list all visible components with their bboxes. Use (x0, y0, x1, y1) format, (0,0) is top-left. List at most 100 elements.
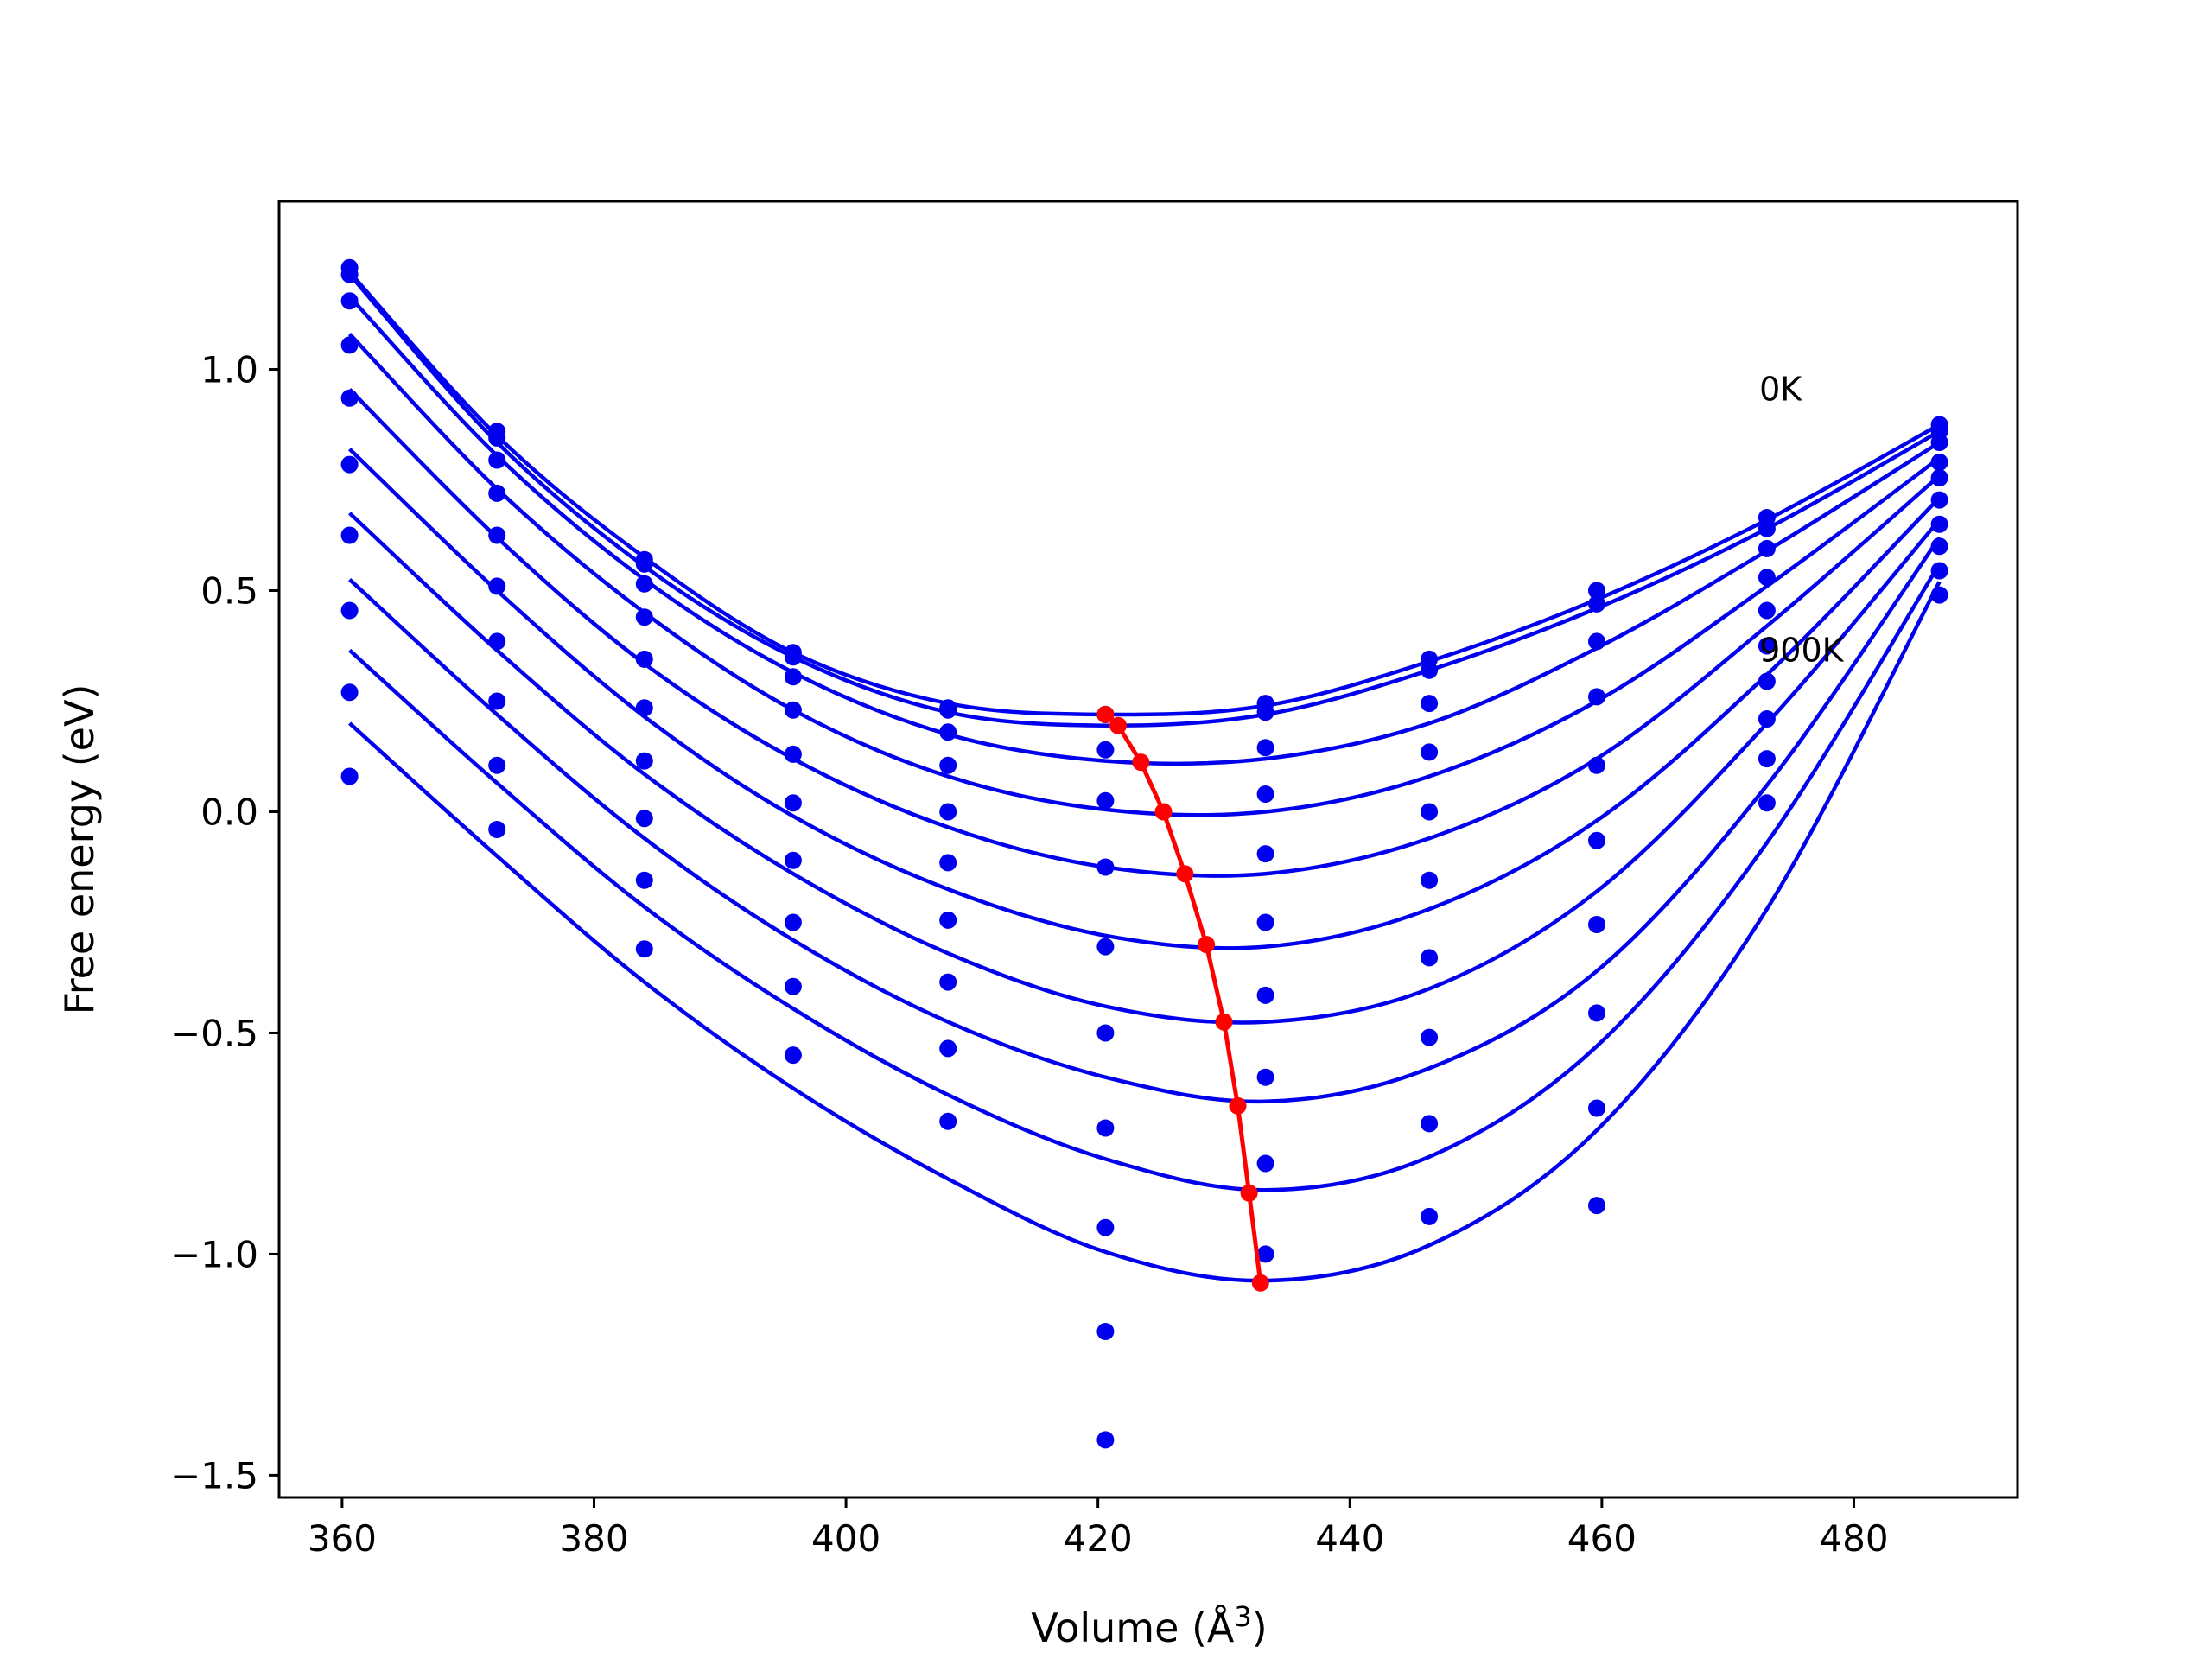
x-axis-title-text: Volume (Å (1031, 1605, 1235, 1651)
data-point (488, 821, 506, 838)
data-point (1588, 916, 1605, 933)
data-point (635, 940, 653, 958)
x-tick-label: 360 (308, 1517, 377, 1560)
data-point (784, 913, 802, 931)
data-point (1758, 539, 1776, 557)
data-point (635, 555, 653, 573)
x-tick-label: 400 (811, 1517, 880, 1560)
y-axis-title: Free energy (eV) (56, 684, 103, 1015)
data-point (1421, 949, 1439, 967)
data-point (340, 336, 359, 354)
y-tick-label: −0.5 (170, 1012, 258, 1054)
minimum-line (1103, 713, 1263, 1284)
data-point (340, 767, 359, 785)
data-point (939, 701, 957, 719)
data-point (1930, 434, 1948, 451)
minimum-point (1132, 753, 1150, 772)
data-point (340, 265, 359, 283)
data-point (784, 851, 802, 869)
data-point (1256, 913, 1274, 931)
fit-curve-5 (348, 448, 1942, 950)
data-point (1588, 582, 1605, 600)
data-point (1256, 1068, 1274, 1086)
data-point (635, 810, 653, 828)
data-point (340, 683, 359, 702)
data-point (488, 429, 506, 447)
data-point (1421, 743, 1439, 761)
minimum-point (1154, 803, 1173, 821)
data-points (340, 258, 1948, 1449)
x-tick-label: 380 (559, 1517, 628, 1560)
data-point (1421, 1115, 1439, 1133)
data-point (784, 745, 802, 763)
data-point (1758, 601, 1776, 620)
data-point (784, 648, 802, 666)
data-point (1256, 845, 1274, 863)
data-point (1096, 1119, 1115, 1137)
x-tick-label: 480 (1819, 1517, 1888, 1560)
data-point (1930, 537, 1948, 556)
x-tick-label: 440 (1315, 1517, 1384, 1560)
data-point (1256, 1245, 1274, 1263)
data-point (939, 1112, 957, 1130)
data-point (939, 973, 957, 991)
x-axis-title-superscript: 3 (1234, 1600, 1251, 1633)
data-point (488, 632, 506, 651)
data-point (1256, 1154, 1274, 1173)
data-point (635, 575, 653, 593)
y-tick-label: −1.0 (170, 1233, 258, 1275)
data-point (1758, 519, 1776, 537)
data-point (1256, 785, 1274, 803)
data-point (1256, 986, 1274, 1004)
curve-annotation: 0K (1759, 370, 1802, 408)
data-point (1930, 562, 1948, 580)
data-point (1758, 637, 1776, 655)
data-point (1421, 803, 1439, 821)
fit-curve-2 (347, 295, 1941, 766)
data-point (1588, 1004, 1605, 1022)
plot-frame (277, 200, 2019, 1499)
data-point (939, 723, 957, 741)
data-point (939, 1039, 957, 1058)
data-point (635, 871, 653, 889)
minimum-point (1109, 716, 1127, 734)
fit-curve-3 (347, 333, 1941, 817)
data-point (1096, 1218, 1115, 1236)
data-point (784, 701, 802, 719)
x-tick-label: 460 (1567, 1517, 1637, 1560)
data-point (635, 650, 653, 668)
minimum-point (1176, 865, 1194, 883)
minimum-point (1096, 705, 1115, 723)
data-point (340, 455, 359, 474)
fit-curve-7 (348, 536, 1942, 1104)
fit-curve-8 (348, 563, 1942, 1192)
annotations: 0K 900K (1759, 370, 1845, 669)
data-point (1096, 1431, 1115, 1449)
data-point (1588, 831, 1605, 849)
data-point (1930, 515, 1948, 533)
data-point (1588, 756, 1605, 774)
y-tick-label: 0.0 (200, 791, 258, 833)
data-point (1930, 454, 1948, 471)
data-point (1758, 750, 1776, 768)
y-tick-label: 0.5 (200, 570, 258, 613)
data-point (340, 526, 359, 544)
data-point (488, 484, 506, 502)
x-axis-title-end: ) (1252, 1605, 1268, 1651)
data-point (1096, 938, 1115, 956)
x-axis: 360 380 400 420 440 460 480 (308, 1497, 1889, 1560)
data-point (1096, 741, 1115, 759)
data-point (784, 668, 802, 686)
data-point (1096, 1024, 1115, 1042)
minimum-point (1215, 1013, 1233, 1031)
data-point (1588, 594, 1605, 613)
fit-curve-9 (348, 581, 1942, 1283)
data-point (1421, 695, 1439, 713)
data-point (1588, 632, 1605, 651)
data-point (784, 1046, 802, 1065)
fit-curve-6 (348, 512, 1942, 1025)
data-point (939, 911, 957, 929)
fit-curve-1 (347, 273, 1941, 728)
data-point (488, 526, 506, 544)
